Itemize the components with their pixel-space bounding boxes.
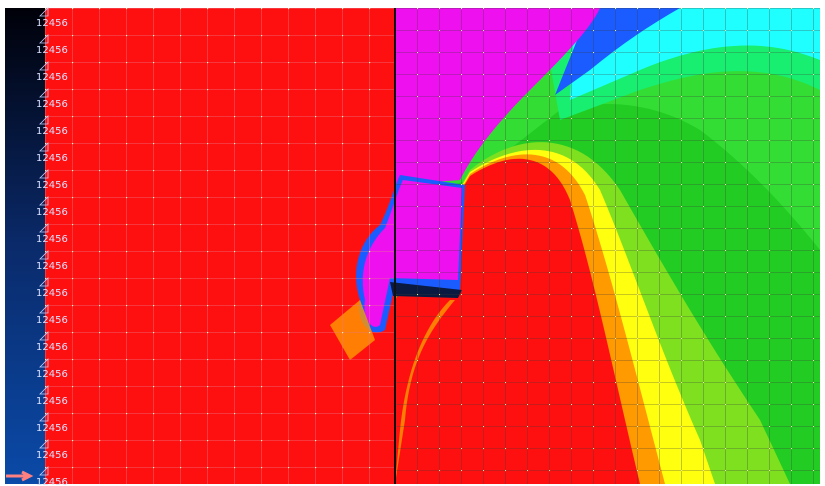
- right-mesh: [395, 8, 820, 484]
- node-label: 12456: [36, 261, 68, 272]
- node-label: 12456: [36, 45, 68, 56]
- left-mesh: [45, 8, 395, 484]
- node-label: 12456: [36, 126, 68, 137]
- node-label: 12456: [36, 18, 68, 29]
- node-label: 12456: [36, 477, 68, 486]
- node-label: 12456: [36, 288, 68, 299]
- node-label: 12456: [36, 207, 68, 218]
- node-label: 12456: [36, 396, 68, 407]
- node-label: 12456: [36, 234, 68, 245]
- plot-area: [5, 8, 820, 484]
- node-label: 12456: [36, 153, 68, 164]
- node-label: 12456: [36, 99, 68, 110]
- node-label: 12456: [36, 423, 68, 434]
- node-label: 12456: [36, 342, 68, 353]
- fem-contour-view: 12456 12456 12456 12456 12456 12456 12456 12456…: [0, 0, 825, 486]
- node-label: 12456: [36, 369, 68, 380]
- node-label: 12456: [36, 72, 68, 83]
- node-label: 12456: [36, 180, 68, 191]
- node-label: 12456: [36, 450, 68, 461]
- node-label: 12456: [36, 315, 68, 326]
